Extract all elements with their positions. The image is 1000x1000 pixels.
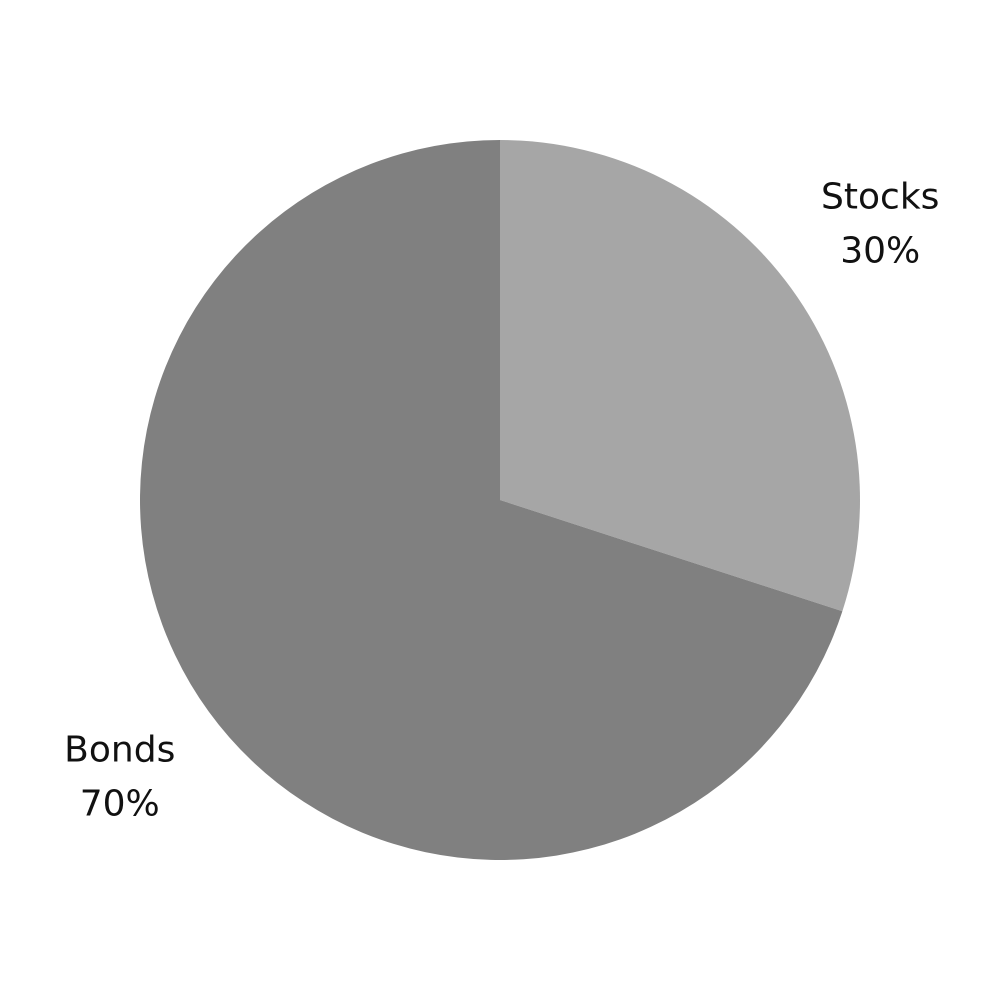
pie-labels: Stocks 30% Bonds 70% [64, 177, 939, 825]
pie-slices [140, 140, 861, 861]
slice-label-bonds: Bonds [64, 729, 175, 770]
pie-slice-bonds [140, 140, 843, 861]
pie-slice-stocks [500, 140, 861, 612]
slice-label-stocks: Stocks [821, 177, 939, 218]
slice-value-bonds: 70% [80, 783, 160, 824]
slice-value-stocks: 30% [840, 231, 920, 272]
